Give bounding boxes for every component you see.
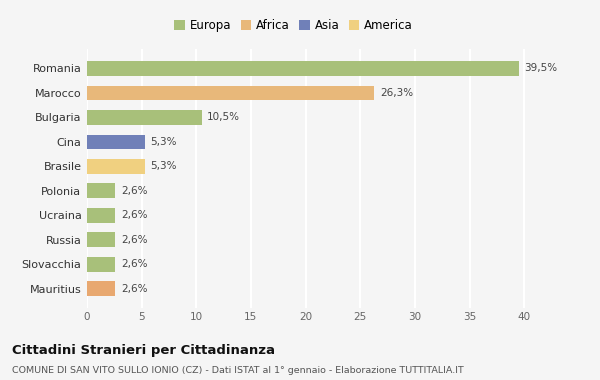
Bar — [87, 86, 374, 100]
Bar — [87, 135, 145, 149]
Text: 26,3%: 26,3% — [380, 88, 413, 98]
Bar — [87, 110, 202, 125]
Text: 2,6%: 2,6% — [121, 284, 148, 294]
Text: 39,5%: 39,5% — [524, 63, 557, 73]
Text: 2,6%: 2,6% — [121, 235, 148, 245]
Bar — [87, 257, 115, 272]
Text: 10,5%: 10,5% — [207, 112, 240, 122]
Text: COMUNE DI SAN VITO SULLO IONIO (CZ) - Dati ISTAT al 1° gennaio - Elaborazione TU: COMUNE DI SAN VITO SULLO IONIO (CZ) - Da… — [12, 366, 464, 375]
Legend: Europa, Africa, Asia, America: Europa, Africa, Asia, America — [172, 17, 415, 34]
Bar — [87, 208, 115, 223]
Text: 2,6%: 2,6% — [121, 210, 148, 220]
Bar — [87, 184, 115, 198]
Bar — [87, 61, 518, 76]
Bar — [87, 159, 145, 174]
Text: 5,3%: 5,3% — [151, 137, 177, 147]
Bar — [87, 233, 115, 247]
Text: 2,6%: 2,6% — [121, 186, 148, 196]
Text: Cittadini Stranieri per Cittadinanza: Cittadini Stranieri per Cittadinanza — [12, 344, 275, 357]
Text: 5,3%: 5,3% — [151, 162, 177, 171]
Bar — [87, 281, 115, 296]
Text: 2,6%: 2,6% — [121, 259, 148, 269]
